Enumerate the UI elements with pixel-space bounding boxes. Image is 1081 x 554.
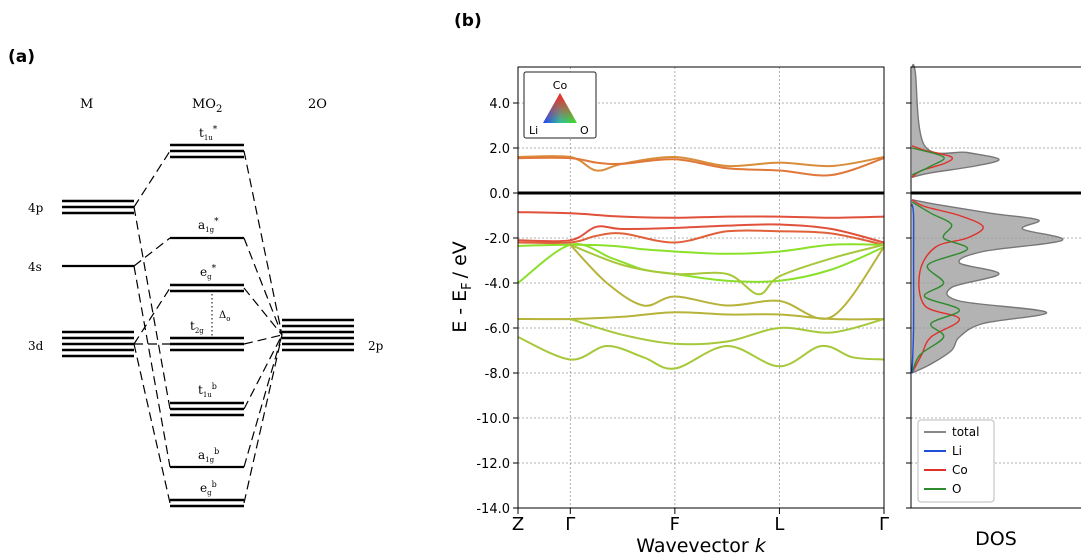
band-y-tick-label: -12.0	[476, 457, 510, 472]
delta-o-label: Δo	[219, 310, 230, 323]
correlation-lines	[133, 150, 283, 504]
panel-b: (b) 4.0 2.0 0.0 -2.0 -4.0 -6.0 -8.0 -10.0 -12.0 -…	[449, 11, 1081, 554]
panel-b-label: (b)	[454, 11, 482, 31]
dos-legend: total Li Co O	[917, 419, 995, 503]
mo-a1g-b-label: a1gb	[198, 447, 219, 464]
band-y-tick-label: -10.0	[476, 412, 510, 427]
mo-t1u-star-label: t1u*	[199, 125, 218, 142]
dos-total-valence-curve-fill	[912, 199, 1063, 373]
mo-eg-star-level	[170, 283, 244, 293]
panel-a-label: (a)	[8, 47, 35, 67]
column-label-complex: MO2	[192, 97, 222, 115]
mo-t2g-level	[170, 336, 244, 352]
metal-4p-label: 4p	[28, 201, 44, 215]
dos-o-valence-curve	[911, 201, 969, 374]
mo-eg-star-label: eg*	[200, 264, 217, 281]
legend-label-co: Co	[952, 463, 968, 477]
band-plot-area	[518, 67, 884, 508]
band-y-tick-label: 0.0	[489, 187, 510, 202]
triangle-top-label: Co	[553, 79, 568, 92]
band-y-tick-label: -6.0	[485, 322, 510, 337]
mo-eg-b-label: egb	[200, 480, 217, 497]
band-curve	[517, 155, 885, 172]
dos-co-valence-curve	[911, 199, 984, 374]
mo-t1u-b-label: t1ub	[198, 382, 217, 399]
band-y-tick-label: -2.0	[485, 232, 510, 247]
dos-total-valence-curve	[911, 199, 1064, 374]
band-plot-frame	[517, 66, 885, 509]
mo-t1u-b-level	[170, 401, 244, 417]
dos-o-curve	[911, 147, 945, 176]
dos-li-curve	[911, 204, 915, 374]
panel-a: (a) M MO2 2O 4p 4s 3d 2p	[8, 47, 384, 508]
band-x-tick-label: F	[670, 514, 680, 535]
band-x-tick-label: Γ	[879, 514, 889, 535]
dos-curves	[911, 63, 1064, 374]
band-curve	[517, 336, 885, 370]
band-curve	[569, 243, 885, 296]
triangle-color-legend: Co Li O	[523, 71, 597, 139]
ligand-2p-label: 2p	[368, 339, 384, 353]
dos-total-curve	[911, 63, 1000, 178]
column-label-ligand: 2O	[308, 97, 327, 112]
band-curve	[517, 223, 885, 244]
triangle-right-label: O	[580, 124, 589, 137]
band-x-tick-label: Z	[512, 514, 524, 535]
band-curve	[517, 156, 885, 177]
band-lines	[517, 155, 885, 370]
band-y-tick-label: 2.0	[489, 142, 510, 157]
band-y-tick-label: -8.0	[485, 367, 510, 382]
legend-label-o: O	[952, 482, 961, 496]
mo-t2g-label: t2g	[190, 319, 204, 335]
band-curve	[517, 229, 885, 246]
band-y-tick-label: 4.0	[489, 97, 510, 112]
column-label-metal: M	[80, 97, 93, 112]
metal-3d-label: 3d	[28, 339, 44, 353]
band-y-axis-label: E - EF/ eV	[449, 241, 475, 333]
band-curve	[517, 311, 885, 321]
dos-y-ticks	[906, 102, 911, 509]
ligand-2p-level	[282, 318, 354, 352]
metal-3d-level	[62, 330, 134, 358]
band-y-tick-label: -4.0	[485, 277, 510, 292]
band-x-axis-label: Wavevector k	[636, 535, 766, 554]
mo-eg-b-level	[170, 498, 244, 508]
legend-label-total: total	[952, 425, 979, 439]
band-y-ticks: 4.0 2.0 0.0 -2.0 -4.0 -6.0 -8.0 -10.0 -12.0 -14.0	[476, 97, 518, 517]
triangle-left-label: Li	[529, 124, 538, 137]
dos-x-axis-label: DOS	[975, 528, 1017, 550]
metal-4s-label: 4s	[28, 260, 42, 274]
band-curve	[570, 318, 885, 346]
band-curve	[569, 244, 885, 320]
metal-4p-level	[62, 199, 134, 215]
dos-plot-frame	[910, 66, 1081, 509]
band-curve	[517, 211, 885, 219]
mo-a1g-star-label: a1g*	[198, 217, 219, 234]
dos-total-curve-fill	[912, 64, 999, 178]
legend-label-li: Li	[952, 444, 962, 458]
mo-t1u-star-level	[170, 143, 244, 159]
band-y-tick-label: -14.0	[476, 502, 510, 517]
band-x-tick-label: L	[774, 514, 784, 535]
band-x-tick-label: Γ	[565, 514, 575, 535]
